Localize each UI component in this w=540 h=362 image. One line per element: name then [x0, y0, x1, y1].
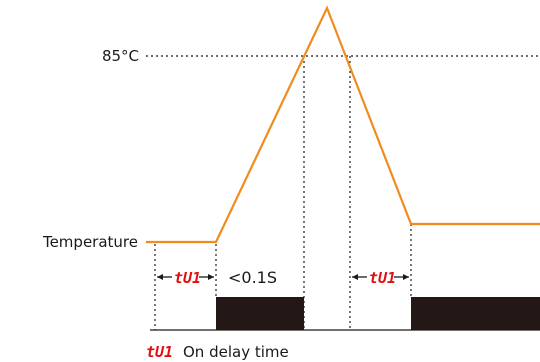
delay-code-right: tU1 — [369, 269, 396, 287]
output-on-bar — [411, 297, 540, 330]
fast-window-label: <0.1S — [228, 268, 277, 287]
threshold-label: 85°C — [102, 47, 139, 65]
delay-arrow-right — [352, 274, 409, 280]
legend-text: On delay time — [183, 343, 289, 361]
delay-arrow-left — [157, 274, 214, 280]
delay-code-left: tU1 — [174, 269, 201, 287]
temperature-label: Temperature — [42, 233, 138, 251]
legend-code: tU1 — [146, 343, 173, 361]
temperature-curve — [146, 5, 540, 244]
output-on-bar — [216, 297, 304, 330]
